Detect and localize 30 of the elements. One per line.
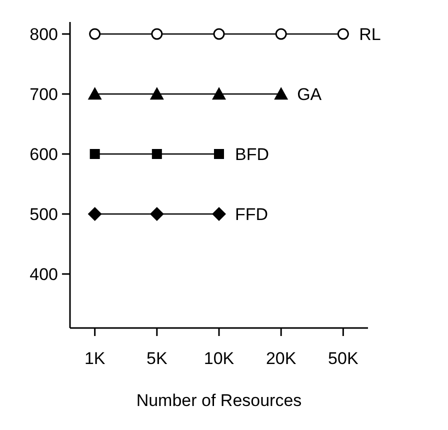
point (212, 87, 226, 100)
point (274, 87, 288, 100)
point (88, 87, 102, 100)
y-tick-label: 500 (30, 204, 58, 224)
series-label: RL (359, 24, 381, 44)
point (90, 149, 100, 159)
point (150, 87, 164, 100)
point (213, 28, 225, 40)
y-tick-label: 800 (30, 24, 58, 44)
point (89, 28, 101, 40)
y-tick-label: 400 (30, 264, 58, 284)
point (212, 207, 226, 221)
x-tick-label: 5K (146, 349, 168, 368)
series-label: BFD (235, 144, 269, 164)
series-label: GA (297, 84, 322, 104)
x-tick-label: 10K (204, 349, 235, 368)
y-tick-label: 700 (30, 84, 58, 104)
point (150, 207, 164, 221)
series-label: FFD (235, 204, 268, 224)
x-tick-label: 20K (266, 349, 297, 368)
point (151, 28, 163, 40)
x-tick-label: 50K (328, 349, 359, 368)
y-tick-label: 600 (30, 144, 58, 164)
point (275, 28, 287, 40)
x-tick-label: 1K (84, 349, 106, 368)
point (214, 149, 224, 159)
point (337, 28, 349, 40)
point (88, 207, 102, 221)
x-axis-title: Number of Resources (136, 391, 302, 410)
point (152, 149, 162, 159)
